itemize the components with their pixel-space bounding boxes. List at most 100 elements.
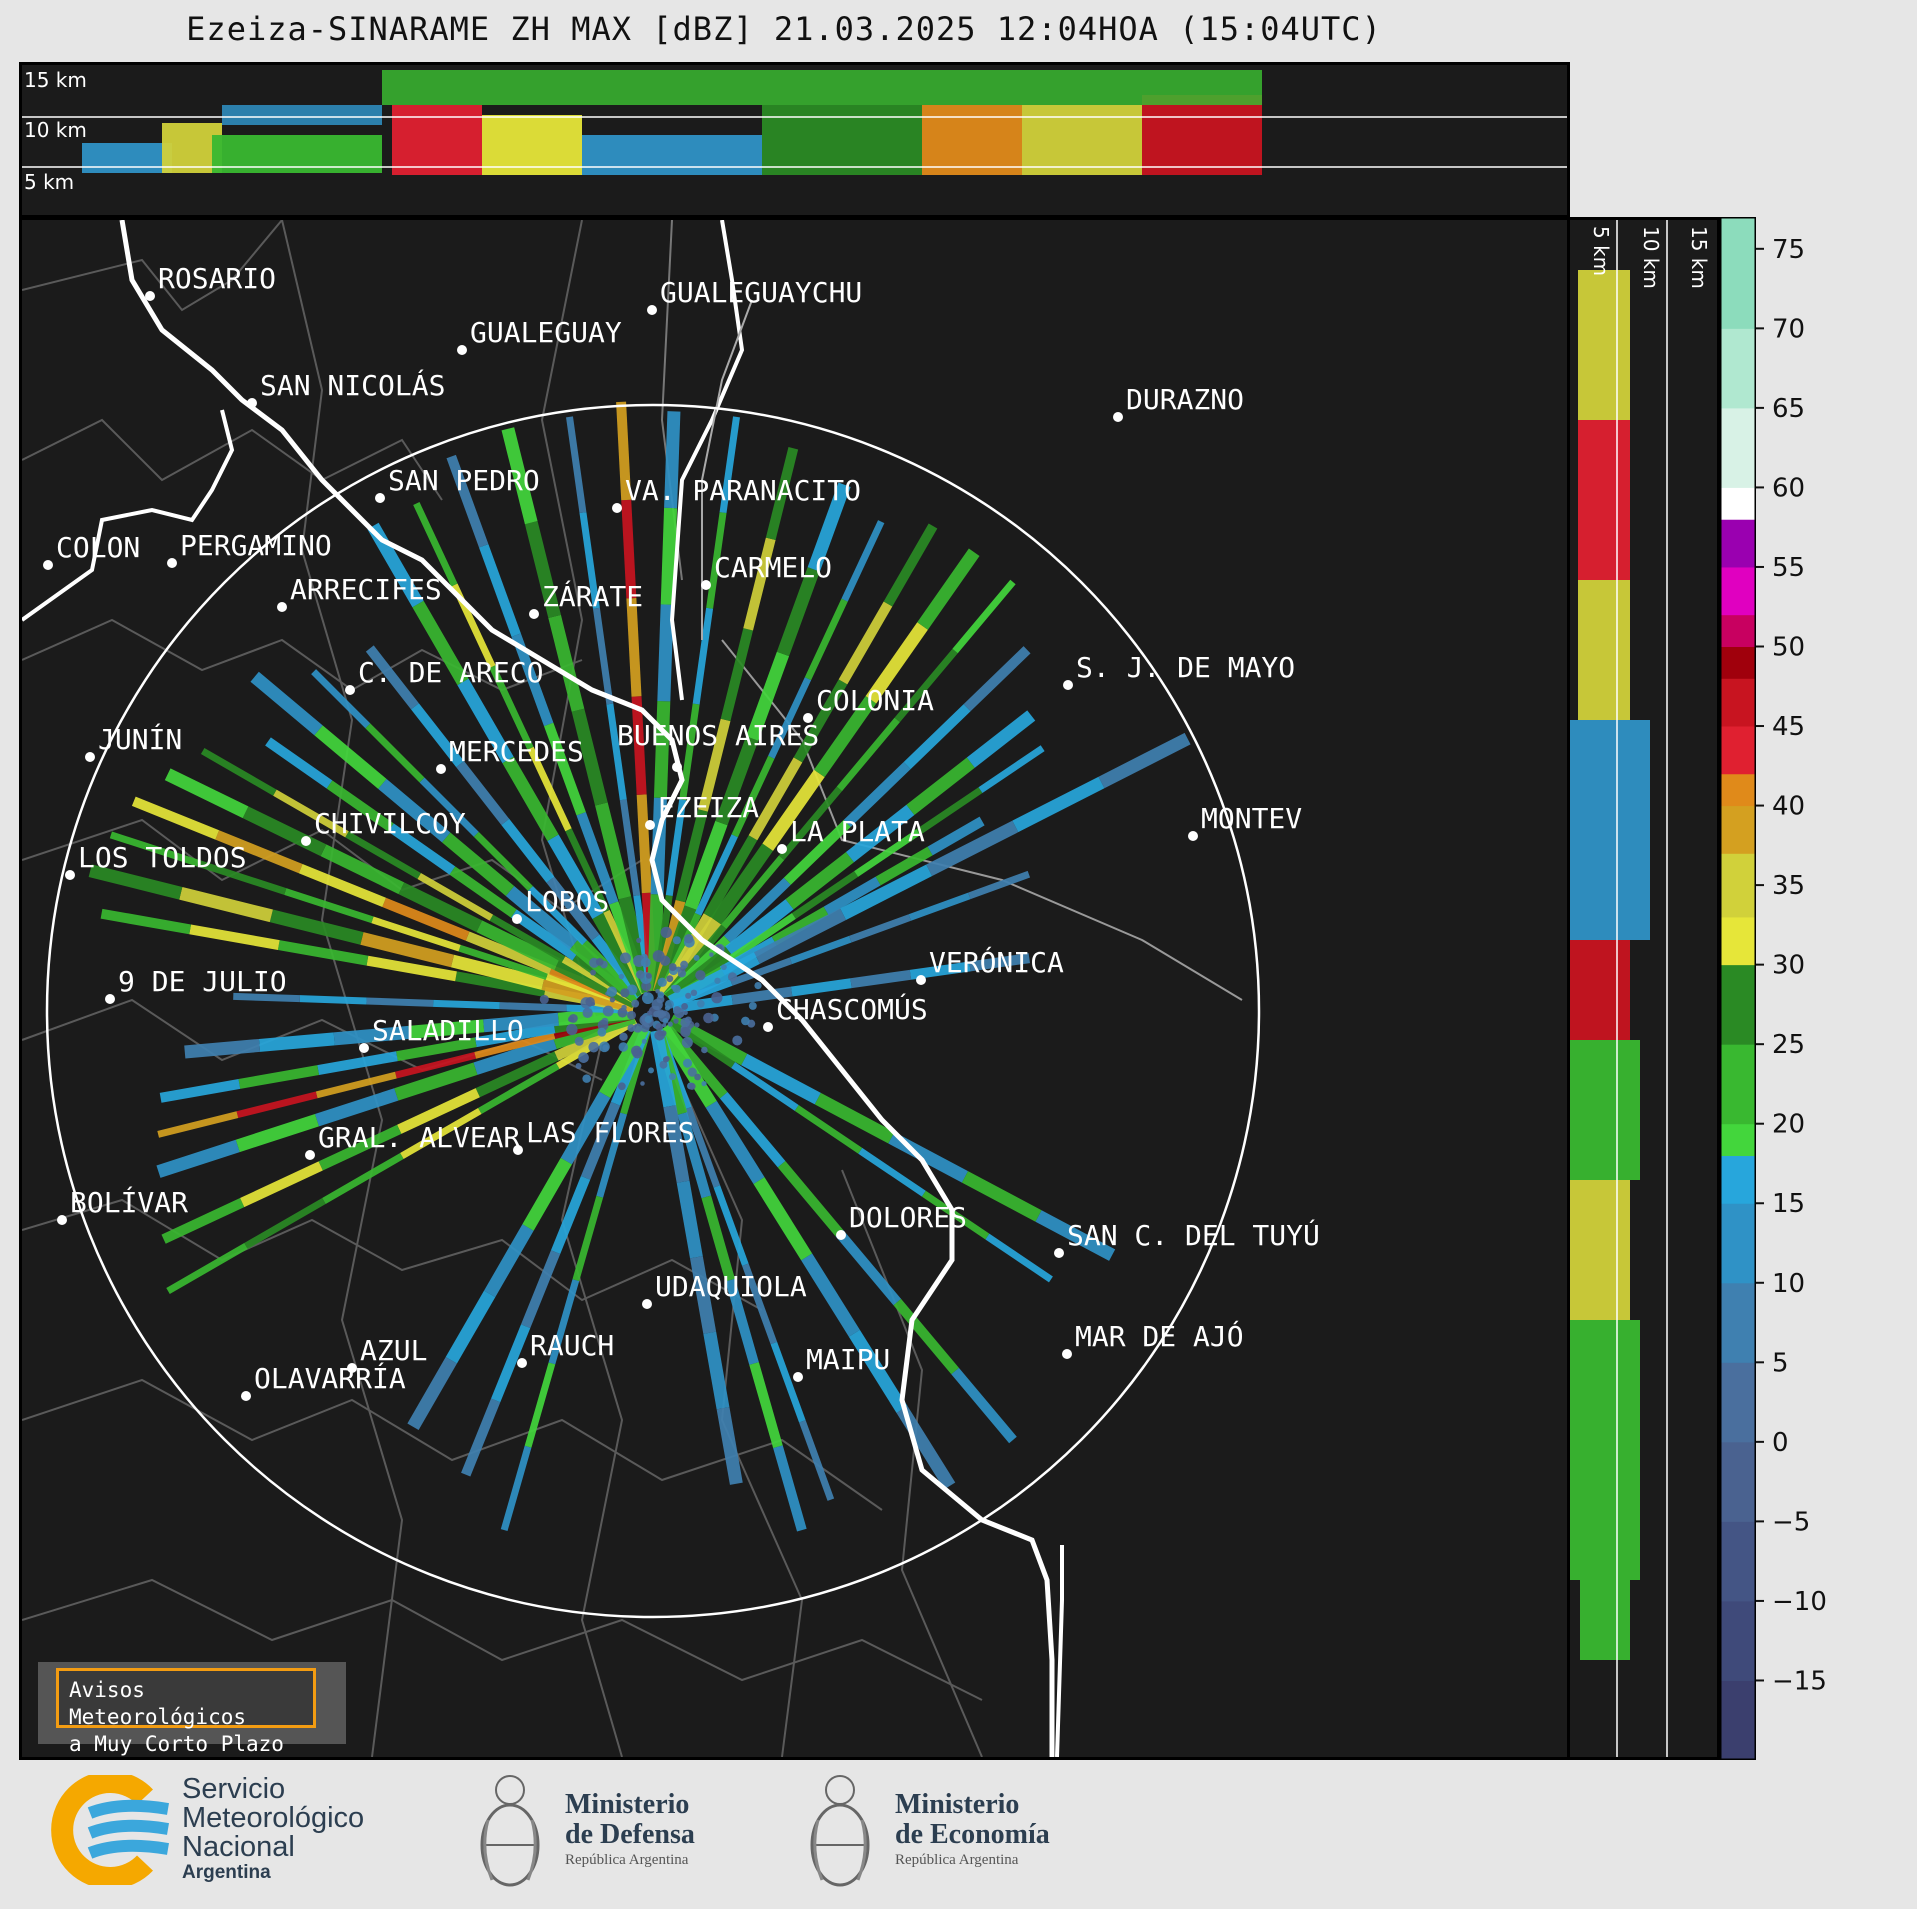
- clutter-echo: [603, 1006, 614, 1017]
- top-echo-upper: [222, 105, 382, 125]
- reflectivity-ray-segment: [528, 1161, 566, 1227]
- city-label: LOBOS: [525, 885, 609, 918]
- reflectivity-ray-segment: [158, 1146, 237, 1172]
- clutter-echo: [668, 1022, 673, 1027]
- colorbar-tick-label: 15: [1772, 1189, 1805, 1219]
- economia-logo-line2: de Economía: [895, 1820, 1050, 1850]
- city-marker: [277, 602, 287, 612]
- defensa-logo-line1: Ministerio: [565, 1790, 695, 1820]
- reflectivity-ray-segment: [90, 871, 181, 894]
- colorbar-band-17: [1720, 646, 1756, 678]
- reflectivity-ray-segment: [807, 1257, 855, 1333]
- clutter-echo: [673, 936, 681, 944]
- reflectivity-ray-segment: [792, 983, 851, 991]
- reflectivity-ray-segment: [237, 1095, 316, 1115]
- smn-logo-line1: Servicio: [182, 1775, 364, 1804]
- clutter-echo: [583, 1008, 593, 1018]
- clutter-echo: [588, 1042, 599, 1053]
- colorbar-band-5: [1720, 1283, 1756, 1363]
- clutter-echo: [599, 1041, 610, 1052]
- clutter-echo: [641, 957, 651, 967]
- clutter-echo: [596, 958, 604, 966]
- reflectivity-ray-segment: [260, 1039, 335, 1046]
- clutter-echo: [566, 1024, 577, 1035]
- clutter-echo: [754, 982, 761, 989]
- city-marker: [512, 914, 522, 924]
- colorbar-tick-label: −10: [1772, 1587, 1827, 1617]
- reflectivity-ray-segment: [843, 604, 888, 682]
- city-marker: [359, 1043, 369, 1053]
- reflectivity-ray-segment: [484, 546, 516, 635]
- warnings-badge[interactable]: Avisos Meteorológicos a Muy Corto Plazo: [38, 1662, 346, 1744]
- colorbar-tick-label: 40: [1772, 792, 1805, 822]
- city-marker: [513, 1145, 523, 1155]
- top-cross-section-panel: 15 km 10 km 5 km: [19, 62, 1570, 218]
- reflectivity-ray-segment: [268, 741, 329, 784]
- clutter-echo: [689, 1083, 696, 1090]
- top-echo-band: [1022, 105, 1142, 175]
- city-marker: [105, 994, 115, 1004]
- colorbar-band-14: [1720, 774, 1756, 806]
- city-label: MONTEV: [1201, 802, 1302, 835]
- city-marker: [247, 398, 257, 408]
- colorbar-tick-label: 10: [1772, 1269, 1805, 1299]
- reflectivity-ray-segment: [987, 1237, 1051, 1280]
- colorbar-band-15: [1720, 726, 1756, 774]
- clutter-echo: [691, 990, 697, 996]
- colorbar-band-4: [1720, 1362, 1756, 1442]
- colorbar-band-9: [1720, 1044, 1756, 1124]
- clutter-echo: [648, 1067, 654, 1073]
- clutter-echo: [645, 1016, 652, 1023]
- reflectivity-ray-segment: [667, 508, 670, 605]
- reflectivity-ray-segment: [318, 730, 382, 784]
- clutter-echo: [669, 1073, 676, 1080]
- clutter-echo: [695, 970, 705, 980]
- top-echo-band: [922, 105, 1022, 175]
- city-label: LAS FLORES: [526, 1116, 695, 1149]
- clutter-echo: [620, 988, 629, 997]
- reflectivity-ray-segment: [367, 1001, 434, 1003]
- reflectivity-ray-segment: [500, 1006, 567, 1008]
- colorbar-band-1: [1720, 1601, 1756, 1681]
- reflectivity-ray-segment: [850, 918, 910, 940]
- clutter-echo: [683, 1059, 692, 1068]
- top-echo-upper: [382, 70, 922, 105]
- reflectivity-ray-segment: [190, 929, 279, 945]
- right-echo-band: [1570, 1040, 1640, 1180]
- warnings-badge-frame[interactable]: Avisos Meteorológicos a Muy Corto Plazo: [56, 1668, 316, 1728]
- city-label: SALADILLO: [372, 1014, 524, 1047]
- reflectivity-ray-segment: [845, 522, 882, 601]
- clutter-echo: [647, 1011, 652, 1016]
- right-echo-band: [1578, 270, 1630, 420]
- clutter-echo: [627, 1011, 636, 1020]
- right-echo-band: [1570, 1320, 1640, 1580]
- reflectivity-ray-segment: [318, 1056, 397, 1070]
- top-echo-band: [762, 105, 922, 175]
- clutter-echo: [680, 1027, 690, 1037]
- right-cross-section-panel: 5 km 10 km 15 km: [1567, 217, 1720, 1760]
- city-label: 9 DE JULIO: [118, 965, 287, 998]
- smn-logo-line4: Argentina: [182, 1862, 364, 1884]
- top-echo-band: [482, 115, 582, 175]
- clutter-echo: [674, 1008, 685, 1019]
- right-echo-band: [1570, 1180, 1630, 1320]
- colorbar-band-12: [1720, 853, 1756, 917]
- city-label: VA. PARANACITO: [625, 474, 861, 507]
- clutter-echo: [636, 938, 641, 943]
- colorbar-tick-label: 45: [1772, 712, 1805, 742]
- reflectivity-ray-segment: [203, 751, 275, 793]
- colorbar-tick-label: 55: [1772, 553, 1805, 583]
- coast-south: [1057, 1545, 1062, 1757]
- city-marker: [43, 560, 53, 570]
- city-marker: [305, 1150, 315, 1160]
- clutter-echo: [732, 1035, 742, 1045]
- city-label: GRAL. ALVEAR: [318, 1121, 520, 1154]
- clutter-echo: [664, 1056, 669, 1061]
- reflectivity-ray-segment: [238, 1120, 317, 1146]
- city-label: CARMELO: [714, 551, 832, 584]
- reflectivity-ray-segment: [158, 1115, 237, 1135]
- clutter-echo: [610, 997, 615, 1002]
- economia-logo: Ministerio de Economía República Argenti…: [800, 1760, 1100, 1900]
- reflectivity-ray-segment: [965, 1177, 1039, 1216]
- reflectivity-ray-segment: [923, 552, 975, 626]
